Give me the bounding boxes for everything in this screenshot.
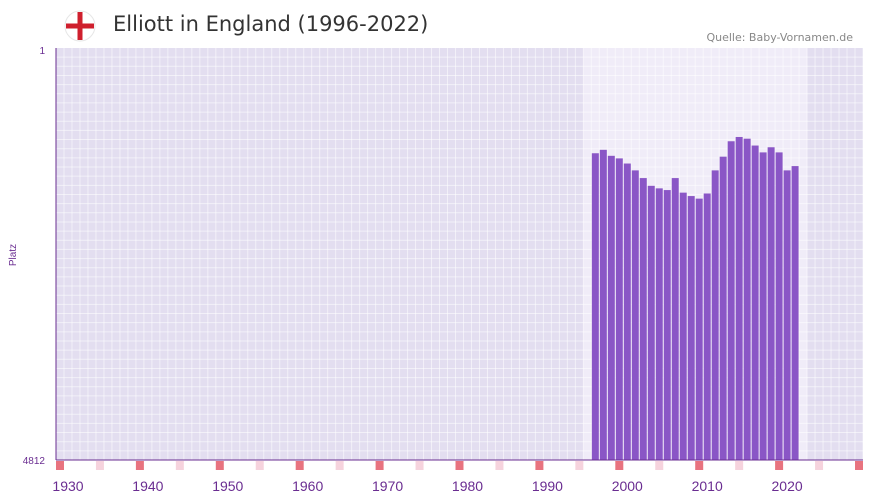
source-credit[interactable]: Quelle: Baby-Vornamen.de: [706, 31, 853, 44]
bar-2007: [679, 192, 687, 460]
bar-2020: [783, 170, 791, 460]
y-tick-label-bottom: 4812: [23, 456, 46, 467]
decade-marker-2014: [735, 461, 744, 470]
bar-2019: [775, 152, 783, 460]
flag-cross-horizontal: [66, 23, 94, 29]
x-tick-label: 1970: [372, 478, 403, 494]
bar-1997: [599, 149, 607, 460]
decade-marker-1974: [415, 461, 424, 470]
bar-2015: [743, 138, 751, 460]
decade-marker-2019: [775, 461, 784, 470]
decade-marker-1934: [95, 461, 104, 470]
chart-title: Elliott in England (1996-2022): [113, 12, 429, 36]
bar-2004: [655, 188, 663, 460]
decade-marker-1989: [535, 461, 544, 470]
decade-marker-1929: [56, 461, 64, 470]
bar-2002: [639, 178, 647, 460]
decade-marker-1949: [215, 461, 224, 470]
decade-marker-1969: [375, 461, 384, 470]
bar-2006: [671, 178, 679, 460]
bar-2013: [727, 141, 735, 460]
decade-marker-1939: [135, 461, 144, 470]
bar-2012: [719, 156, 727, 460]
decade-marker-1979: [455, 461, 464, 470]
bar-2011: [711, 170, 719, 460]
bar-2018: [767, 147, 775, 461]
bar-2017: [759, 152, 767, 460]
bar-2014: [735, 136, 743, 460]
bar-1998: [607, 155, 615, 461]
bar-1996: [591, 153, 599, 460]
x-tick-label: 2000: [612, 478, 643, 494]
x-tick-label: 1990: [532, 478, 563, 494]
gridlines: [56, 48, 864, 460]
decade-marker-2004: [655, 461, 664, 470]
decade-marker-1994: [575, 461, 584, 470]
decade-markers: [56, 461, 863, 470]
decade-marker-2009: [695, 461, 704, 470]
bar-2003: [647, 185, 655, 460]
bar-2016: [751, 145, 759, 460]
england-flag-icon: [64, 10, 96, 42]
y-axis-label: Platz: [8, 244, 19, 266]
bar-2010: [703, 193, 711, 460]
decade-marker-1954: [255, 461, 264, 470]
bar-2000: [623, 163, 631, 461]
y-tick-label-top: 1: [39, 46, 45, 57]
bar-2008: [687, 196, 695, 460]
x-tick-label: 2010: [692, 478, 723, 494]
x-tick-labels: 1930 1940 1950 1960 1970 1980 1990 2000 2010 2020: [52, 478, 802, 494]
bar-1999: [615, 158, 623, 460]
bar-2001: [631, 170, 639, 460]
x-tick-label: 1950: [212, 478, 243, 494]
decade-marker-1984: [495, 461, 504, 470]
bar-2021: [791, 166, 799, 460]
decade-marker-1999: [615, 461, 624, 470]
bar-2009: [695, 198, 703, 460]
decade-marker-1959: [295, 461, 304, 470]
x-tick-label: 1980: [452, 478, 483, 494]
x-tick-label: 1930: [52, 478, 83, 494]
decade-marker-1944: [175, 461, 184, 470]
decade-marker-2024: [815, 461, 824, 470]
decade-marker-2029: [855, 461, 863, 470]
bar-2005: [663, 190, 671, 461]
x-tick-label: 1960: [292, 478, 323, 494]
x-tick-label: 2020: [772, 478, 803, 494]
decade-marker-1964: [335, 461, 344, 470]
x-tick-label: 1940: [132, 478, 163, 494]
bar-series: [591, 136, 799, 461]
